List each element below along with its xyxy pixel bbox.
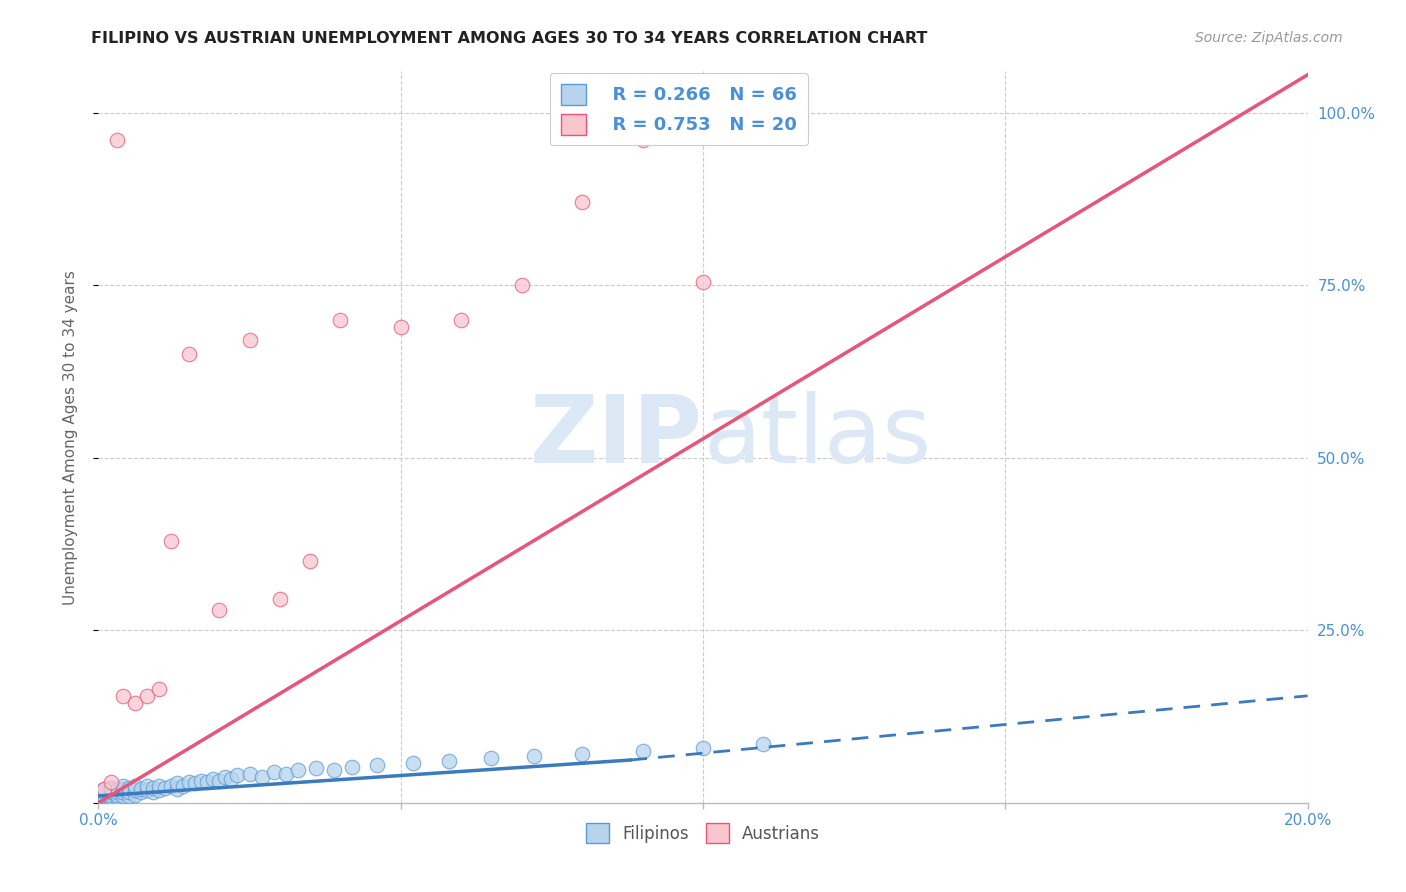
Point <box>135 783 157 797</box>
Point <box>111 782 134 797</box>
Point <box>111 789 134 803</box>
Point <box>160 533 183 548</box>
Point <box>692 275 714 289</box>
Point <box>148 681 170 696</box>
Point <box>195 775 218 789</box>
Text: Source: ZipAtlas.com: Source: ZipAtlas.com <box>1195 31 1343 45</box>
Point <box>93 788 115 802</box>
Point <box>208 773 231 788</box>
Point <box>93 783 115 797</box>
Point <box>100 783 122 797</box>
Point <box>160 779 183 793</box>
Point <box>221 772 243 786</box>
Point <box>239 767 262 781</box>
Point <box>118 780 141 795</box>
Point <box>100 788 122 802</box>
Point <box>287 763 309 777</box>
Point <box>450 312 472 326</box>
Point <box>129 785 152 799</box>
Point <box>142 785 165 799</box>
Point <box>124 788 146 802</box>
Legend: Filipinos, Austrians: Filipinos, Austrians <box>579 817 827 849</box>
Point <box>93 790 115 805</box>
Point <box>118 785 141 799</box>
Point <box>100 775 122 789</box>
Point <box>184 776 207 790</box>
Point <box>100 790 122 805</box>
Point <box>93 792 115 806</box>
Point <box>389 319 412 334</box>
Point <box>93 789 115 803</box>
Point <box>172 779 194 793</box>
Point <box>118 789 141 803</box>
Point <box>111 785 134 799</box>
Text: atlas: atlas <box>703 391 931 483</box>
Y-axis label: Unemployment Among Ages 30 to 34 years: Unemployment Among Ages 30 to 34 years <box>63 269 77 605</box>
Point <box>100 780 122 795</box>
Point <box>111 779 134 793</box>
Point <box>202 772 225 786</box>
Point <box>366 757 388 772</box>
Point <box>692 740 714 755</box>
Point <box>631 133 654 147</box>
Point <box>105 785 128 799</box>
Point <box>179 347 201 361</box>
Point <box>129 782 152 797</box>
Point <box>305 761 328 775</box>
Point <box>124 783 146 797</box>
Point <box>93 782 115 797</box>
Point <box>481 751 503 765</box>
Point <box>342 760 364 774</box>
Point <box>329 312 352 326</box>
Point <box>135 779 157 793</box>
Point <box>523 748 546 763</box>
Point <box>239 334 262 348</box>
Point <box>166 776 188 790</box>
Point <box>179 775 201 789</box>
Point <box>510 278 533 293</box>
Point <box>135 689 157 703</box>
Point <box>124 696 146 710</box>
Point <box>190 773 212 788</box>
Point <box>93 785 115 799</box>
Point <box>263 764 285 779</box>
Point <box>208 602 231 616</box>
Point <box>105 788 128 802</box>
Point <box>142 780 165 795</box>
Point <box>323 763 346 777</box>
Point <box>105 133 128 147</box>
Point <box>148 779 170 793</box>
Point <box>214 770 236 784</box>
Text: FILIPINO VS AUSTRIAN UNEMPLOYMENT AMONG AGES 30 TO 34 YEARS CORRELATION CHART: FILIPINO VS AUSTRIAN UNEMPLOYMENT AMONG … <box>91 31 928 46</box>
Point <box>153 780 176 795</box>
Point <box>166 782 188 797</box>
Point <box>124 779 146 793</box>
Point <box>148 783 170 797</box>
Point <box>105 790 128 805</box>
Text: ZIP: ZIP <box>530 391 703 483</box>
Point <box>100 792 122 806</box>
Point <box>93 782 115 797</box>
Point <box>631 744 654 758</box>
Point <box>269 592 291 607</box>
Point <box>111 689 134 703</box>
Point <box>105 782 128 797</box>
Point <box>752 737 775 751</box>
Point <box>571 747 593 762</box>
Point <box>274 767 297 781</box>
Point <box>402 756 425 770</box>
Point <box>100 785 122 799</box>
Point <box>437 755 460 769</box>
Point <box>571 195 593 210</box>
Point <box>299 554 322 568</box>
Point <box>226 768 249 782</box>
Point <box>250 770 273 784</box>
